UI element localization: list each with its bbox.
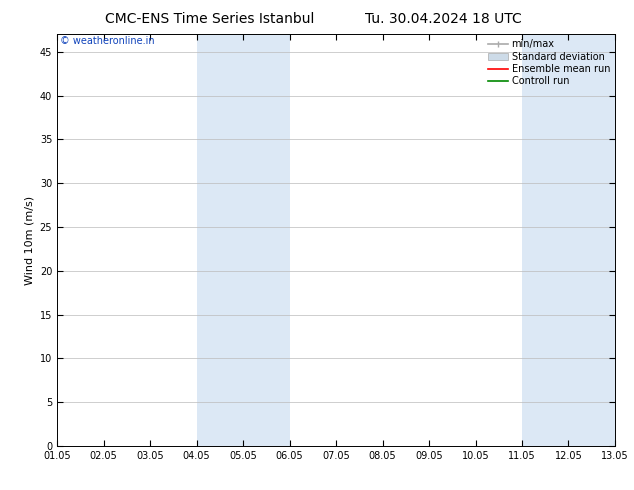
Text: Tu. 30.04.2024 18 UTC: Tu. 30.04.2024 18 UTC xyxy=(365,12,522,26)
Bar xyxy=(522,34,569,446)
Bar xyxy=(197,34,243,446)
Text: © weatheronline.in: © weatheronline.in xyxy=(60,36,155,47)
Y-axis label: Wind 10m (m/s): Wind 10m (m/s) xyxy=(24,196,34,285)
Bar xyxy=(569,34,615,446)
Legend: min/max, Standard deviation, Ensemble mean run, Controll run: min/max, Standard deviation, Ensemble me… xyxy=(486,36,613,89)
Text: CMC-ENS Time Series Istanbul: CMC-ENS Time Series Istanbul xyxy=(105,12,314,26)
Bar xyxy=(243,34,290,446)
